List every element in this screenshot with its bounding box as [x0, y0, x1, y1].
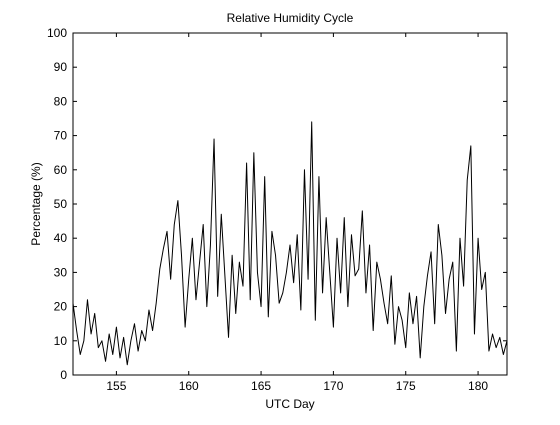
y-tick-label: 0: [60, 368, 67, 382]
chart-title: Relative Humidity Cycle: [227, 11, 354, 25]
y-tick-label: 90: [54, 60, 68, 74]
y-tick-label: 10: [54, 334, 68, 348]
x-axis-label: UTC Day: [265, 397, 314, 411]
y-tick-label: 30: [54, 265, 68, 279]
y-tick-label: 40: [54, 231, 68, 245]
x-tick-label: 160: [179, 379, 199, 393]
y-tick-label: 80: [54, 94, 68, 108]
x-tick-label: 175: [396, 379, 416, 393]
x-tick-label: 165: [251, 379, 271, 393]
x-tick-label: 155: [106, 379, 126, 393]
y-tick-label: 60: [54, 163, 68, 177]
y-tick-label: 50: [54, 197, 68, 211]
y-tick-label: 100: [47, 26, 67, 40]
y-tick-label: 20: [54, 300, 68, 314]
y-tick-label: 70: [54, 129, 68, 143]
y-axis-label: Percentage (%): [29, 162, 43, 245]
x-tick-label: 180: [468, 379, 488, 393]
x-tick-label: 170: [323, 379, 343, 393]
